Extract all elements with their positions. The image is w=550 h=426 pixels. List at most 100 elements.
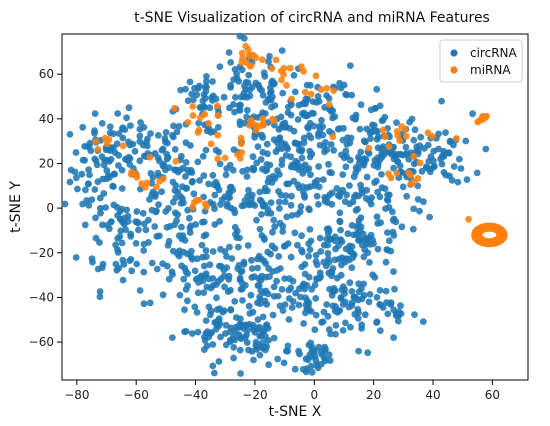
circrna-point [336, 217, 344, 225]
circrna-point [398, 223, 406, 231]
circrna-point [288, 212, 296, 219]
mirna-point [307, 90, 315, 98]
circrna-point [282, 124, 289, 131]
circrna-point [457, 165, 465, 172]
circrna-point [266, 52, 273, 60]
circrna-point [259, 165, 266, 173]
circrna-point [307, 171, 314, 179]
circrna-point [300, 134, 308, 142]
circrna-point [231, 298, 239, 305]
circrna-point [140, 268, 148, 276]
circrna-point [257, 156, 265, 163]
circrna-point [228, 255, 236, 262]
mirna-point [280, 64, 288, 72]
circrna-point [209, 282, 217, 289]
circrna-point [91, 129, 98, 137]
circrna-point [165, 204, 172, 212]
circrna-point [223, 165, 231, 173]
circrna-point [336, 189, 344, 197]
circrna-point [274, 167, 281, 174]
circrna-point [367, 231, 375, 239]
circrna-point [327, 330, 334, 338]
mirna-point [119, 142, 127, 150]
circrna-point [181, 237, 189, 244]
circrna-point [198, 272, 205, 280]
circrna-point [313, 261, 321, 269]
circrna-point [238, 279, 246, 287]
circrna-point [193, 309, 201, 316]
circrna-point [100, 190, 108, 197]
circrna-point [440, 153, 448, 160]
circrna-point [83, 197, 90, 204]
circrna-point [314, 93, 322, 100]
circrna-point [318, 360, 325, 368]
circrna-point [356, 125, 364, 133]
mirna-point [205, 120, 213, 127]
circrna-point [373, 213, 381, 221]
mirna-point [381, 133, 389, 141]
circrna-point [390, 164, 397, 172]
circrna-point [278, 139, 286, 147]
circrna-point [189, 177, 196, 185]
circrna-point [291, 88, 299, 96]
circrna-point [204, 328, 211, 335]
mirna-point [272, 56, 280, 64]
circrna-point [298, 246, 305, 254]
circrna-point [230, 354, 238, 362]
circrna-point [220, 93, 228, 101]
circrna-point [281, 275, 289, 282]
circrna-point [249, 308, 257, 316]
circrna-point [72, 254, 80, 261]
circrna-point [73, 174, 80, 182]
circrna-point [267, 199, 275, 207]
circrna-point [136, 157, 144, 165]
circrna-point [301, 161, 309, 169]
circrna-point [82, 186, 89, 194]
circrna-point [289, 162, 297, 170]
circrna-point [275, 126, 283, 133]
circrna-point [276, 205, 283, 212]
mirna-point [330, 87, 337, 94]
circrna-point [187, 166, 195, 174]
circrna-point [346, 242, 353, 250]
mirna-point [329, 133, 337, 141]
circrna-point [414, 147, 422, 155]
circrna-point [319, 131, 327, 139]
circrna-point [482, 145, 490, 153]
mirna-point [396, 137, 403, 145]
circrna-point [426, 213, 433, 221]
circrna-point [462, 137, 470, 145]
circrna-point [417, 133, 425, 141]
circrna-point [346, 182, 353, 190]
circrna-point [243, 166, 251, 174]
circrna-point [300, 320, 307, 327]
circrna-point [307, 308, 315, 315]
circrna-point [408, 115, 416, 123]
circrna-point [269, 228, 276, 236]
circrna-point [229, 166, 237, 174]
circrna-point [174, 188, 182, 196]
circrna-point [215, 277, 222, 285]
circrna-point [362, 156, 370, 163]
circrna-point [165, 164, 173, 172]
circrna-point [174, 211, 182, 219]
circrna-point [226, 243, 233, 251]
circrna-point [294, 241, 301, 249]
circrna-point [312, 295, 320, 302]
circrna-point [279, 228, 287, 235]
circrna-point [275, 253, 283, 260]
mirna-point [407, 171, 414, 179]
x-tick-label: 20 [366, 388, 381, 402]
mirna-point [247, 116, 255, 124]
mirna-point [325, 101, 333, 108]
circrna-point [199, 153, 207, 160]
circrna-point [191, 303, 199, 311]
circrna-point [311, 326, 319, 334]
circrna-point [374, 245, 382, 253]
circrna-point [71, 168, 79, 176]
circrna-point [348, 91, 356, 99]
circrna-point [321, 194, 329, 201]
mirna-point [203, 203, 211, 211]
circrna-point [295, 301, 303, 309]
circrna-point [305, 273, 313, 281]
